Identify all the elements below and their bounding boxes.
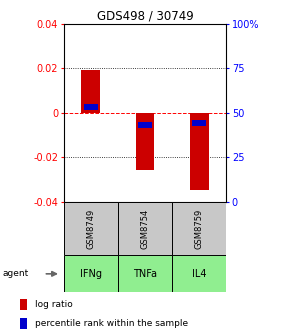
Text: GSM8759: GSM8759 — [195, 208, 204, 249]
Bar — [118, 202, 172, 255]
Bar — [20, 299, 27, 310]
Bar — [190, 113, 209, 191]
Bar — [138, 122, 152, 128]
Text: TNFa: TNFa — [133, 269, 157, 279]
Title: GDS498 / 30749: GDS498 / 30749 — [97, 9, 193, 23]
Bar — [135, 113, 155, 170]
Bar — [172, 255, 226, 292]
Bar — [192, 121, 206, 126]
Bar — [118, 255, 172, 292]
Bar — [64, 255, 118, 292]
Bar — [20, 318, 27, 329]
Text: GSM8749: GSM8749 — [86, 208, 95, 249]
Text: percentile rank within the sample: percentile rank within the sample — [35, 319, 188, 328]
Text: IL4: IL4 — [192, 269, 206, 279]
Bar — [64, 202, 118, 255]
Bar — [81, 70, 100, 113]
Text: agent: agent — [3, 269, 29, 278]
Bar — [84, 104, 98, 110]
Bar — [172, 202, 226, 255]
Text: IFNg: IFNg — [80, 269, 102, 279]
Text: log ratio: log ratio — [35, 300, 72, 309]
Text: GSM8754: GSM8754 — [140, 208, 150, 249]
